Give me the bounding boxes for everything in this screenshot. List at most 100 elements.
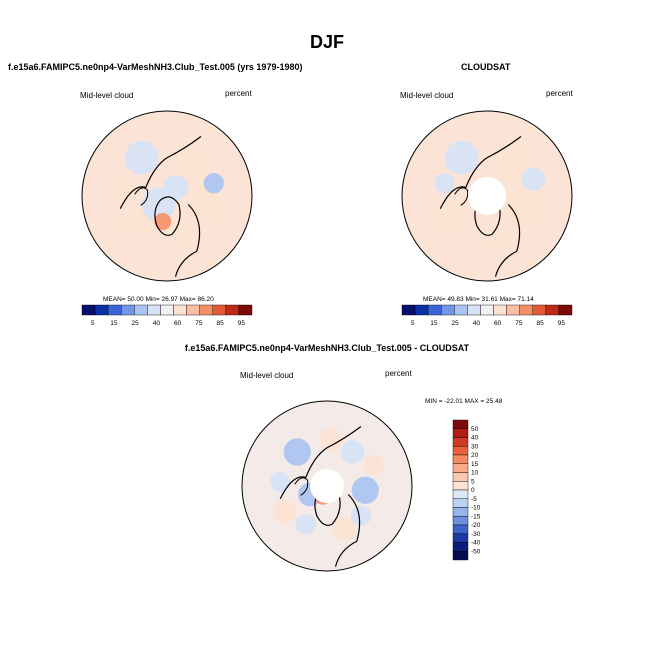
- map-patch: [350, 505, 372, 526]
- colorbar-swatch: [452, 498, 469, 508]
- panel3-units: percent: [385, 369, 412, 378]
- colorbar-swatch: [452, 454, 469, 464]
- map-field-1: [82, 111, 252, 281]
- colorbar-swatch: [480, 304, 494, 316]
- colorbar-tick-label: -20: [471, 522, 481, 529]
- colorbar-swatch: [414, 304, 429, 316]
- colorbar-swatch: [452, 507, 469, 517]
- panel3-variable: Mid-level cloud: [240, 371, 294, 380]
- map-patch: [186, 185, 224, 224]
- colorbar-tick-label: 40: [473, 320, 481, 327]
- colorbar-tick-label: 25: [132, 320, 140, 327]
- panel1-title: f.e15a6.FAMIPC5.ne0np4-VarMeshNH3.Club_T…: [8, 62, 303, 72]
- colorbar-swatch: [506, 304, 520, 316]
- colorbar-tick-label: -10: [471, 505, 481, 512]
- map-patch: [486, 224, 514, 253]
- map-panel-2: 5 15 25 40 60 75 85 95: [401, 110, 573, 327]
- colorbar-swatch: [173, 304, 187, 316]
- colorbar-tick-label: 95: [558, 320, 566, 327]
- colorbar-tick-label: 30: [471, 443, 479, 450]
- colorbar-tick-label: 5: [471, 478, 475, 485]
- map-field-3: [242, 401, 412, 571]
- panel3-title: f.e15a6.FAMIPC5.ne0np4-VarMeshNH3.Club_T…: [184, 343, 470, 353]
- colorbar-swatch: [225, 304, 240, 316]
- colorbar-tick-label: 5: [411, 320, 415, 327]
- map-patch: [116, 207, 146, 236]
- colorbar-swatch: [452, 533, 469, 543]
- colorbar-swatch: [452, 542, 469, 552]
- panel1-stats: MEAN= 50.00 Min= 26.97 Max= 86.20: [103, 296, 214, 303]
- map-patch: [162, 174, 189, 201]
- colorbar-swatch: [186, 304, 200, 316]
- map-patch: [172, 146, 204, 178]
- map-patch: [124, 140, 159, 175]
- colorbar-1: 5 15 25 40 60 75 85 95: [81, 304, 253, 327]
- colorbar-tick-label: 75: [515, 320, 523, 327]
- colorbar-tick-label: -15: [471, 513, 481, 520]
- map-border: [81, 110, 253, 282]
- colorbar-tick-label: 15: [430, 320, 438, 327]
- colorbar-tick-label: 0: [471, 487, 475, 494]
- map-patch: [521, 167, 546, 191]
- map-patch: [363, 454, 384, 475]
- colorbar-tick-label: 40: [471, 435, 479, 442]
- north-america-outline: [174, 204, 201, 277]
- colorbar-swatch: [452, 463, 469, 473]
- colorbar-swatch: [519, 304, 533, 316]
- colorbar-tick-label: -30: [471, 531, 481, 538]
- map-field-2: [402, 111, 572, 281]
- colorbar-tick-label: -40: [471, 540, 481, 547]
- colorbar-swatch: [452, 481, 469, 491]
- page-title: DJF: [309, 32, 344, 52]
- map-patch: [495, 145, 530, 179]
- colorbar-swatch: [452, 516, 469, 526]
- map-patch: [351, 476, 379, 504]
- map-patch: [154, 213, 172, 230]
- map-border: [401, 110, 573, 282]
- north-america-outline: [494, 204, 521, 277]
- map-patch: [108, 175, 133, 200]
- colorbar-swatch: [467, 304, 481, 316]
- map-patch: [332, 516, 356, 541]
- map-patch: [340, 440, 365, 464]
- colorbar-tick-label: 95: [238, 320, 246, 327]
- colorbar-swatch: [452, 551, 469, 561]
- map-patch: [168, 218, 200, 250]
- colorbar-swatch: [454, 304, 468, 316]
- colorbar-swatch: [199, 304, 213, 316]
- colorbar-tick-label: -50: [471, 548, 481, 555]
- greenland-outline: [154, 196, 181, 236]
- map-patch: [319, 427, 344, 452]
- colorbar-swatch: [134, 304, 148, 316]
- colorbar-tick-label: 50: [471, 426, 479, 433]
- map-patch: [283, 438, 311, 466]
- panel2-units: percent: [546, 89, 573, 98]
- colorbar-swatch: [493, 304, 507, 316]
- scandinavia-outline: [294, 477, 309, 496]
- colorbar-tick-label: 75: [195, 320, 203, 327]
- colorbar-tick-label: 5: [91, 320, 95, 327]
- colorbar-swatch: [545, 304, 560, 316]
- colorbar-tick-label: 85: [217, 320, 225, 327]
- map-panel-1: 5 15 25 40 60 75 85 95: [81, 110, 253, 327]
- scandinavia-outline: [454, 187, 469, 206]
- colorbar-swatch: [452, 437, 469, 447]
- panel2-variable: Mid-level cloud: [400, 91, 454, 100]
- map-patch: [444, 140, 479, 175]
- colorbar-swatch: [238, 304, 253, 316]
- colorbar-tick-label: 10: [471, 470, 479, 477]
- colorbar-swatch: [212, 304, 227, 316]
- map-border: [241, 400, 413, 572]
- eurasia-outline: [119, 136, 202, 210]
- colorbar-swatch: [452, 472, 469, 482]
- map-patch: [272, 499, 297, 524]
- eurasia-outline: [439, 136, 522, 210]
- map-patch: [506, 190, 544, 228]
- colorbar-tick-label: 60: [174, 320, 182, 327]
- map-patch: [295, 514, 316, 535]
- polar-hole: [310, 469, 344, 503]
- panel3-stats: MIN = -22.01 MAX = 25.48: [425, 398, 503, 405]
- panel1-units: percent: [225, 89, 252, 98]
- colorbar-swatch: [452, 428, 469, 438]
